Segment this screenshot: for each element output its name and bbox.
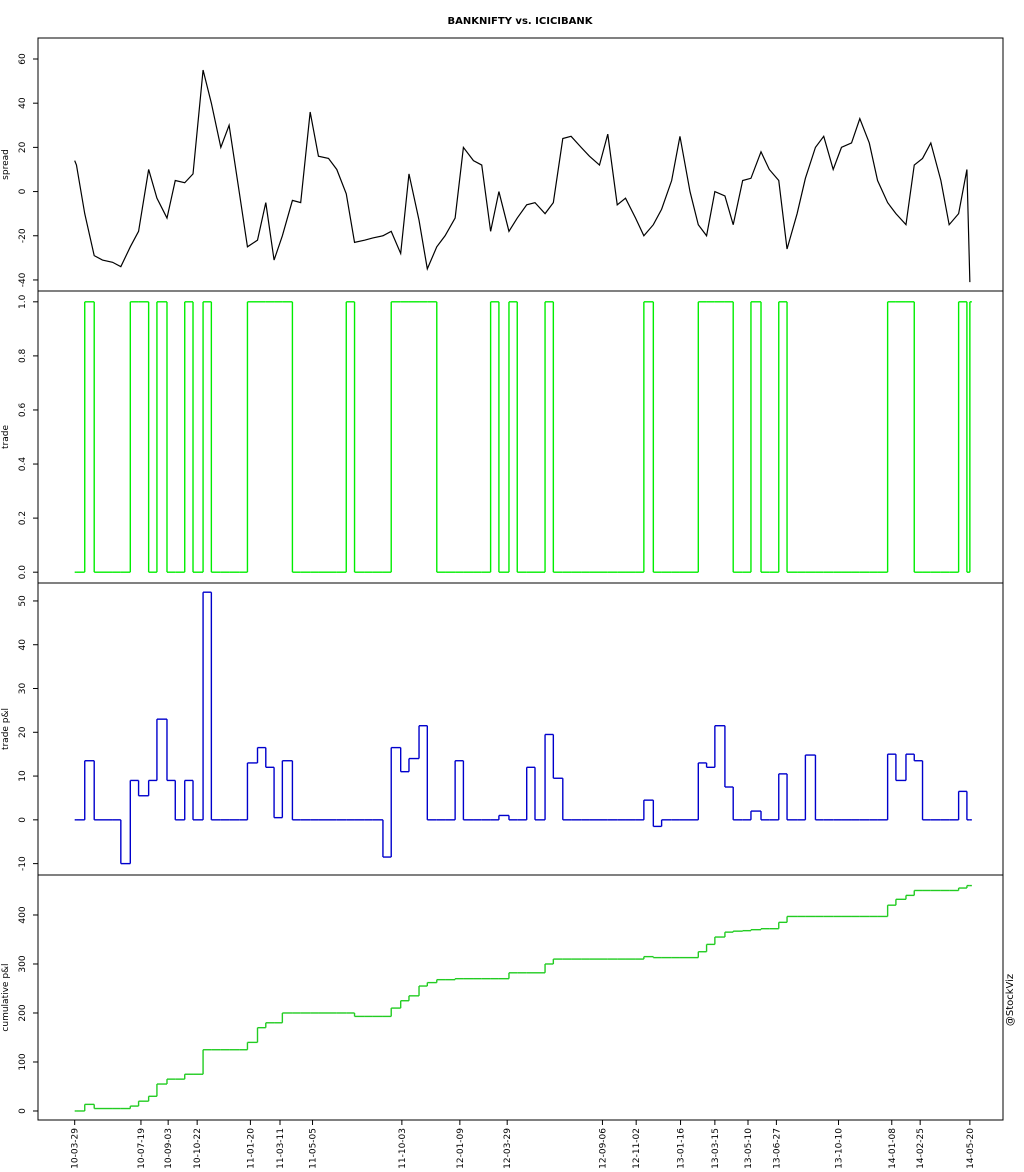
credit: @StockViz	[1005, 974, 1016, 1026]
panel-frame	[37, 290, 1004, 584]
x-tick-label: 2011-03-11	[276, 1128, 286, 1168]
x-tick-label: 2013-03-15	[711, 1128, 721, 1168]
y-tick-label: 0.0	[18, 565, 28, 580]
panel-frame	[37, 874, 1004, 1121]
x-tick-label: 2012-01-09	[456, 1128, 466, 1168]
x-tick-label: 2010-10-22	[193, 1128, 203, 1168]
x-tick-label: 2012-11-02	[632, 1128, 642, 1168]
y-axis-label: trade	[1, 425, 11, 449]
panel-frame	[37, 37, 1004, 292]
y-tick-label: 40	[18, 639, 28, 651]
panel-frame	[37, 582, 1004, 876]
x-tick-label: 2011-01-20	[246, 1128, 256, 1168]
x-tick-label: 2012-03-29	[503, 1128, 513, 1168]
y-tick-label: 0.4	[18, 457, 28, 472]
y-axis-label: spread	[1, 149, 11, 180]
x-tick-label: 2013-10-10	[835, 1128, 845, 1168]
y-tick-label: 1.0	[18, 294, 28, 309]
y-tick-label: 20	[18, 141, 28, 153]
x-tick-label: 2013-01-16	[677, 1128, 687, 1168]
y-tick-label: 0.8	[18, 348, 28, 363]
y-tick-label: 60	[18, 53, 28, 65]
y-tick-label: 30	[18, 683, 28, 695]
chart-title: BANKNIFTY vs. ICICIBANK	[447, 16, 593, 27]
x-tick-label: 2010-07-19	[137, 1128, 147, 1168]
y-tick-label: 10	[18, 770, 28, 782]
y-tick-label: -10	[18, 856, 28, 871]
y-tick-label: 20	[18, 726, 28, 738]
x-tick-label: 2013-06-27	[772, 1128, 782, 1168]
y-axis-label: cumulative p&l	[1, 963, 11, 1031]
y-tick-label: 400	[18, 906, 28, 923]
y-tick-label: 200	[18, 1004, 28, 1021]
y-tick-label: 0	[18, 1108, 28, 1114]
spread-line	[74, 69, 971, 283]
y-tick-label: -40	[18, 272, 28, 287]
x-tick-label: 2012-09-06	[598, 1128, 608, 1168]
x-tick-label: 2014-01-08	[888, 1128, 898, 1168]
y-tick-label: -20	[18, 228, 28, 243]
x-tick-label: 2011-05-05	[309, 1128, 319, 1168]
y-tick-label: 300	[18, 955, 28, 972]
x-tick-label: 2014-05-20	[966, 1128, 976, 1168]
y-tick-label: 50	[18, 595, 28, 607]
y-tick-label: 40	[18, 97, 28, 109]
x-tick-label: 2010-09-03	[164, 1128, 174, 1168]
y-axis-label: trade p&l	[1, 708, 11, 750]
y-tick-label: 0.6	[18, 403, 28, 418]
y-tick-label: 100	[18, 1053, 28, 1070]
y-tick-label: 0	[18, 817, 28, 823]
x-tick-label: 2014-02-25	[916, 1128, 926, 1168]
y-tick-label: 0	[18, 188, 28, 194]
y-tick-label: 0.2	[18, 511, 28, 525]
x-tick-label: 2013-05-10	[744, 1128, 754, 1168]
x-tick-label: 2010-03-29	[71, 1128, 81, 1168]
x-tick-label: 2011-10-03	[398, 1128, 408, 1168]
